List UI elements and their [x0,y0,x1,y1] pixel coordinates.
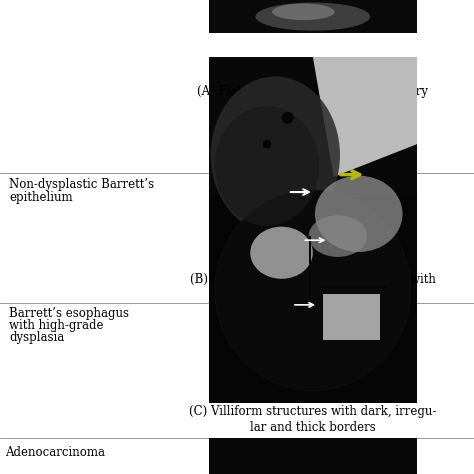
Text: epithelium: epithelium [9,191,73,204]
Bar [209,0,417,33]
Ellipse shape [215,106,319,226]
Text: lar and thick borders: lar and thick borders [250,421,376,434]
Text: dysplasia: dysplasia [9,331,65,344]
Bar [319,286,386,288]
Bar [209,194,417,403]
Ellipse shape [210,76,340,234]
Ellipse shape [272,3,335,20]
Text: Adenocarcinoma: Adenocarcinoma [5,446,105,459]
Text: capillary loops: capillary loops [269,101,356,114]
Text: dark goblet cells: dark goblet cells [263,290,363,303]
Ellipse shape [315,176,402,252]
Ellipse shape [215,190,411,391]
Ellipse shape [255,2,370,31]
Text: Non-dysplastic Barrett’s: Non-dysplastic Barrett’s [9,178,155,191]
Polygon shape [313,57,417,177]
Text: Barrett’s esophagus: Barrett’s esophagus [9,307,129,320]
Bar [209,57,417,275]
Bar [209,438,417,474]
Text: (C) Villiform structures with dark, irregu-: (C) Villiform structures with dark, irre… [189,405,437,418]
Ellipse shape [250,227,313,279]
Bar [309,236,311,309]
Text: with high-grade: with high-grade [9,319,104,332]
Text: (B) Uniformed villiform architecture with: (B) Uniformed villiform architecture wit… [190,273,436,286]
Ellipse shape [309,215,367,257]
Ellipse shape [263,140,271,148]
Text: (A) Flat cells with bright intrapapillary: (A) Flat cells with bright intrapapillar… [197,85,428,98]
Ellipse shape [282,112,294,124]
FancyBboxPatch shape [323,294,380,340]
